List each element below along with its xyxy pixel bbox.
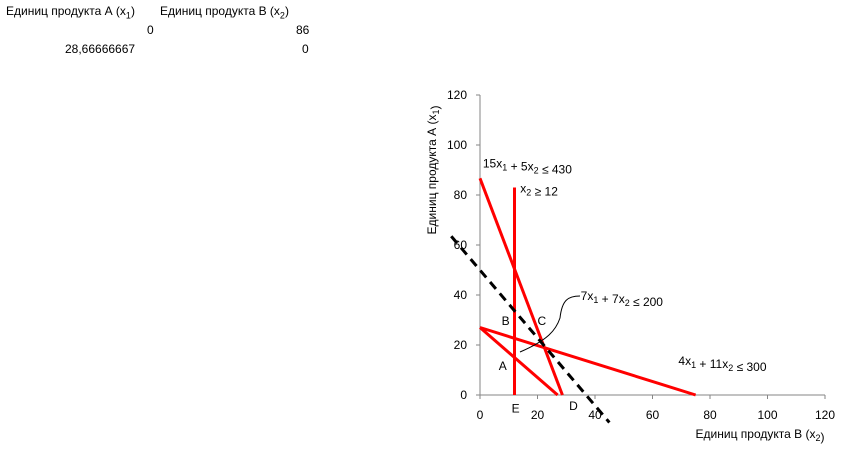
header-units-b: Единиц продукта В (x2) (160, 4, 289, 21)
x-tick-label: 100 (757, 408, 777, 422)
y-tick-label: 100 (447, 138, 467, 152)
annotation-label: 7x1 + 7x2 ≤ 200 (581, 289, 664, 309)
annotation-label: 15x1 + 5x2 ≤ 430 (483, 157, 572, 177)
x-tick-label: 20 (531, 408, 545, 422)
x-tick-label: 80 (703, 408, 717, 422)
y-tick-label: 120 (447, 88, 467, 102)
table-cell-row1-a: 0 (147, 23, 154, 37)
objective-line (450, 235, 611, 424)
annotation-label: A (499, 359, 507, 373)
annotation-label: E (512, 402, 520, 416)
table-cell-row2-b: 0 (302, 42, 309, 56)
x-tick-label: 0 (477, 408, 484, 422)
y-tick-label: 40 (454, 288, 468, 302)
annotation-label: D (569, 399, 578, 413)
x-tick-label: 120 (815, 408, 835, 422)
x-axis-label: Единиц продукта В (x2) (696, 427, 825, 444)
annotation-label: 4x1 + 11x2 ≤ 300 (678, 354, 766, 374)
x-tick-label: 60 (646, 408, 660, 422)
chart-plot (450, 177, 697, 424)
annotation-label: x2 ≥ 12 (520, 182, 558, 199)
table-cell-row1-b: 86 (296, 23, 310, 37)
callout-line (519, 295, 581, 353)
y-axis-label: Единиц продукта А (x1) (425, 106, 442, 235)
annotation-label: B (502, 314, 510, 328)
header-units-a: Единиц продукта А (x1) (6, 4, 135, 21)
y-tick-label: 80 (454, 188, 468, 202)
constraint-line-2 (479, 326, 559, 397)
table-cell-row2-a: 28,66666667 (65, 42, 136, 56)
annotation-label: C (538, 314, 547, 328)
chart-labels: Единиц продукта В (x2) Единиц продукта А … (425, 106, 824, 444)
constraint-line-3 (479, 326, 697, 397)
constraint-line-0 (478, 177, 564, 396)
y-tick-label: 20 (454, 338, 468, 352)
y-tick-label: 0 (460, 388, 467, 402)
